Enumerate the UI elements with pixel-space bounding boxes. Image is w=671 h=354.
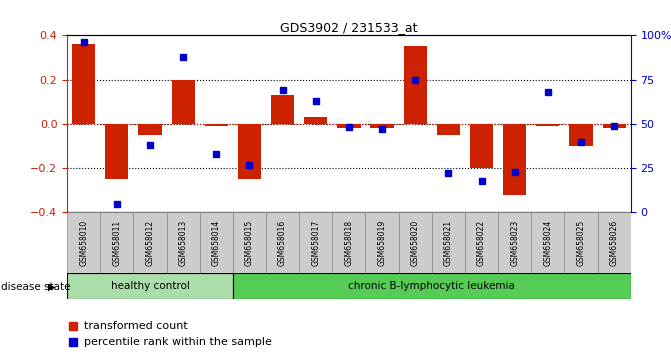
Text: GSM658024: GSM658024 — [544, 219, 552, 266]
Bar — [437, 124, 460, 135]
Bar — [465, 212, 498, 273]
Bar — [338, 124, 360, 128]
Bar — [498, 212, 531, 273]
Bar — [105, 124, 128, 179]
Text: GSM658018: GSM658018 — [344, 219, 354, 266]
Bar — [531, 212, 564, 273]
Text: GSM658016: GSM658016 — [278, 219, 287, 266]
Bar — [370, 124, 394, 128]
Text: GSM658010: GSM658010 — [79, 219, 88, 266]
Text: GSM658019: GSM658019 — [378, 219, 386, 266]
Bar — [404, 46, 427, 124]
Bar — [570, 124, 592, 146]
Bar — [172, 80, 195, 124]
Text: GSM658013: GSM658013 — [178, 219, 188, 266]
Bar — [603, 124, 626, 128]
Bar — [100, 212, 134, 273]
Bar — [470, 124, 493, 168]
Text: GSM658015: GSM658015 — [245, 219, 254, 266]
Text: transformed count: transformed count — [84, 321, 188, 331]
Text: GSM658025: GSM658025 — [576, 219, 586, 266]
Text: GSM658026: GSM658026 — [610, 219, 619, 266]
Bar — [598, 212, 631, 273]
Bar — [233, 273, 631, 299]
Text: GSM658023: GSM658023 — [510, 219, 519, 266]
Bar — [432, 212, 465, 273]
Text: GSM658011: GSM658011 — [112, 219, 121, 266]
Bar — [564, 212, 598, 273]
Bar — [304, 117, 327, 124]
Text: disease state: disease state — [1, 282, 71, 292]
Text: chronic B-lymphocytic leukemia: chronic B-lymphocytic leukemia — [348, 281, 515, 291]
Text: GSM658017: GSM658017 — [311, 219, 320, 266]
Bar — [266, 212, 299, 273]
Bar — [271, 95, 294, 124]
Bar — [67, 273, 233, 299]
Bar — [166, 212, 200, 273]
Bar — [299, 212, 332, 273]
Bar — [134, 212, 166, 273]
Bar — [67, 212, 100, 273]
Text: GSM658020: GSM658020 — [411, 219, 420, 266]
Text: GSM658014: GSM658014 — [212, 219, 221, 266]
Bar — [200, 212, 233, 273]
Text: GSM658012: GSM658012 — [146, 219, 154, 266]
Bar — [399, 212, 432, 273]
Bar — [72, 44, 95, 124]
Text: ▶: ▶ — [48, 282, 56, 292]
Bar — [503, 124, 526, 195]
Bar — [205, 124, 228, 126]
Title: GDS3902 / 231533_at: GDS3902 / 231533_at — [280, 21, 417, 34]
Text: percentile rank within the sample: percentile rank within the sample — [84, 337, 272, 347]
Bar — [138, 124, 162, 135]
Bar — [332, 212, 366, 273]
Text: healthy control: healthy control — [111, 281, 189, 291]
Text: GSM658022: GSM658022 — [477, 219, 486, 266]
Bar — [233, 212, 266, 273]
Bar — [366, 212, 399, 273]
Bar — [238, 124, 261, 179]
Text: GSM658021: GSM658021 — [444, 219, 453, 266]
Bar — [536, 124, 560, 126]
